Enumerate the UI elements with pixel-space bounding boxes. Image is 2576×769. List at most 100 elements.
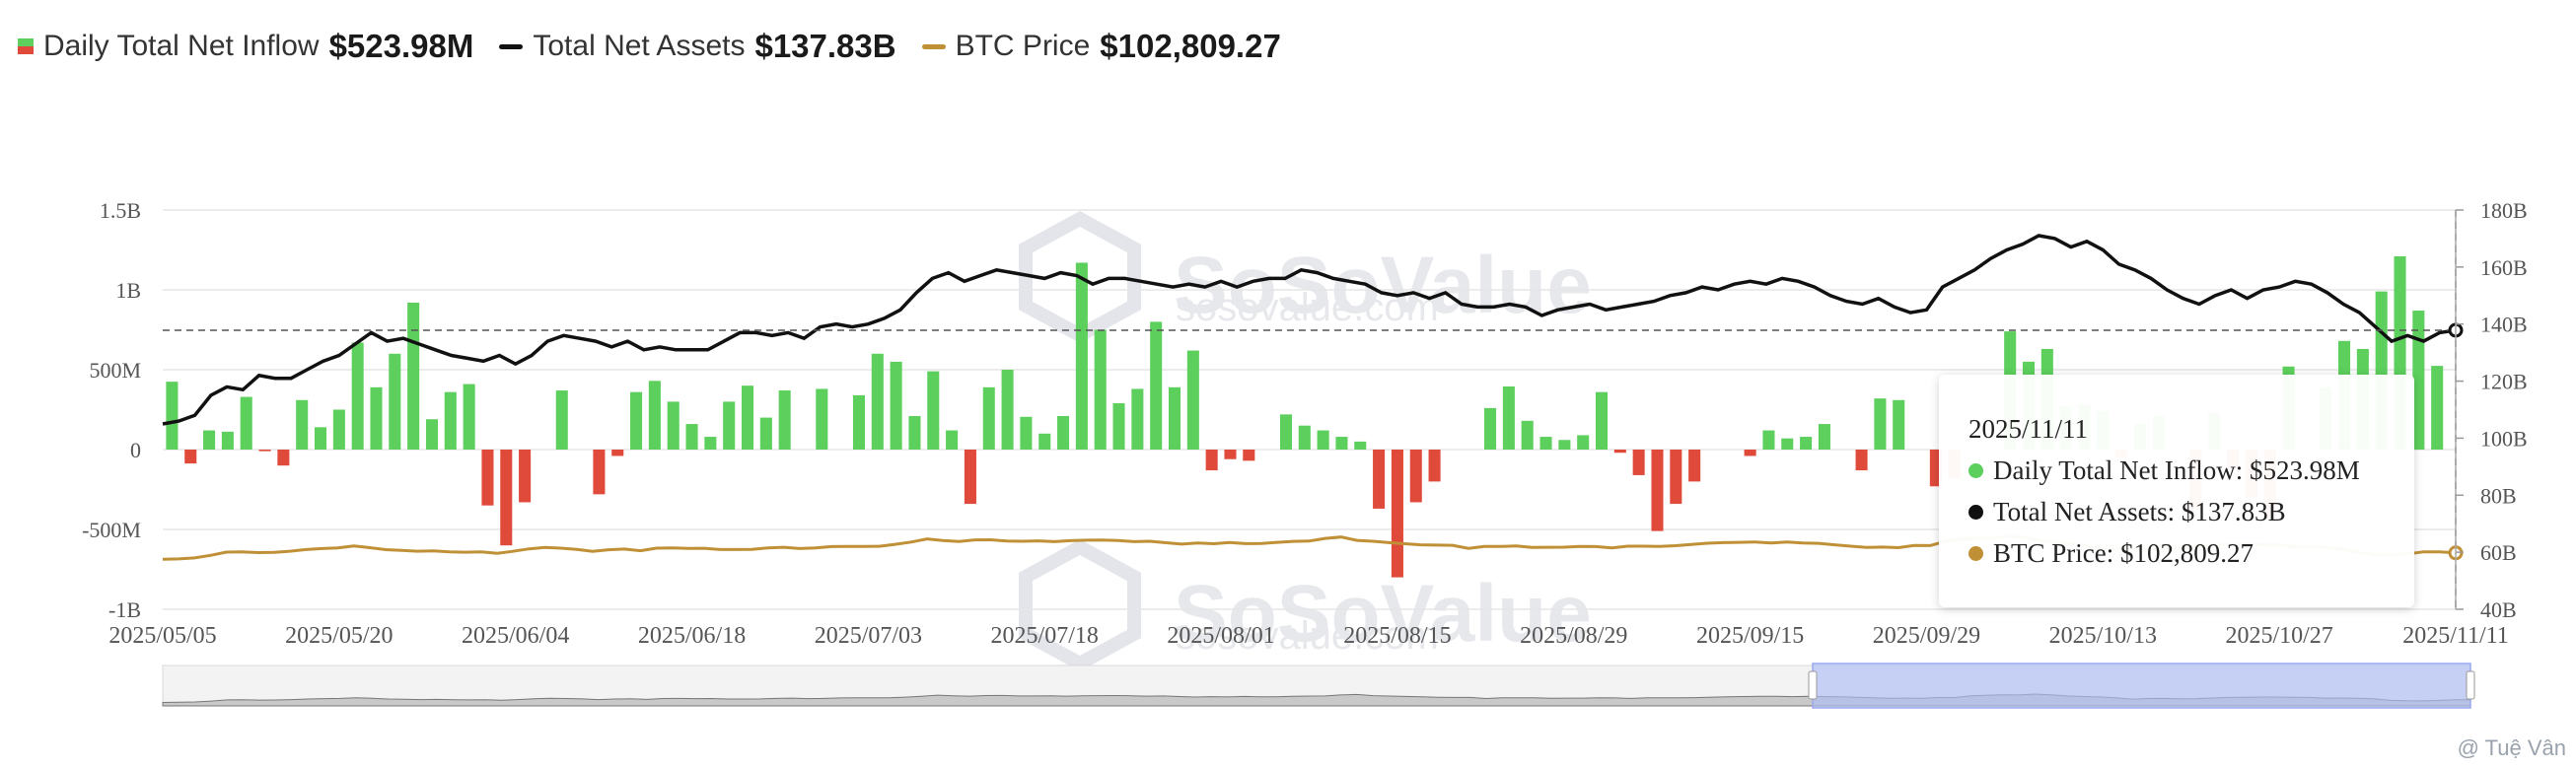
inflow-bar	[723, 401, 736, 450]
legend-label: Total Net Assets	[533, 30, 746, 62]
inflow-bar	[1893, 399, 1905, 450]
y-left-tick-label: 500M	[89, 358, 141, 383]
legend-item-btc-price[interactable]: BTC Price $102,809.27	[921, 28, 1281, 65]
inflow-bar	[1224, 450, 1237, 459]
inflow-bar	[1205, 450, 1218, 471]
navigator-handle-right[interactable]	[2466, 670, 2475, 700]
inflow-bar	[1818, 424, 1830, 450]
x-tick-label: 2025/08/15	[1343, 623, 1451, 649]
x-tick-label: 2025/05/20	[285, 623, 393, 649]
inflow-bar	[555, 390, 568, 450]
inflow-bar	[1558, 440, 1571, 450]
inflow-bar	[871, 353, 884, 450]
inflow-bar	[1131, 388, 1144, 450]
tooltip-dot-net-assets	[1968, 505, 1983, 520]
net-assets-line	[162, 234, 2457, 426]
inflow-bar	[964, 450, 976, 505]
inflow-bar	[685, 424, 698, 450]
inflow-bar	[1335, 437, 1348, 450]
inflow-bar	[1521, 420, 1534, 450]
sosovalue-watermark: SoSoValuesosovalue.comSoSoValuesosovalue…	[1019, 211, 1592, 671]
inflow-bar	[1744, 450, 1756, 456]
inflow-bar	[816, 388, 828, 450]
tooltip-text: Total Net Assets: $137.83B	[1993, 497, 2286, 526]
tooltip-row-btc: BTC Price: $102,809.27	[1968, 538, 2254, 569]
y-right-tick-label: 140B	[2480, 313, 2528, 337]
inflow-bar	[1354, 441, 1367, 450]
inflow-bar	[1502, 386, 1515, 450]
inflow-bar	[500, 450, 513, 546]
inflow-bar	[332, 409, 345, 450]
inflow-bar	[1057, 415, 1070, 450]
inflow-bar	[1243, 450, 1255, 461]
legend-swatch-net-assets	[499, 43, 524, 49]
x-tick-label: 2025/11/11	[2402, 623, 2509, 649]
y-left-tick-label: 1B	[115, 278, 141, 303]
inflow-bar	[890, 361, 902, 450]
inflow-bar	[296, 399, 309, 450]
range-navigator[interactable]	[162, 663, 2475, 709]
inflow-bar	[927, 371, 940, 450]
legend-item-daily-inflow[interactable]: Daily Total Net Inflow $523.98M	[18, 28, 473, 65]
inflow-bar	[203, 430, 216, 450]
inflow-bar	[593, 450, 606, 495]
inflow-bar	[1038, 433, 1051, 450]
inflow-bar	[1186, 350, 1199, 450]
inflow-bar	[982, 386, 995, 450]
credit-watermark: @ Tuệ Vân	[2457, 735, 2566, 760]
inflow-bar	[1428, 450, 1441, 482]
inflow-bar	[425, 419, 438, 450]
inflow-bar	[1613, 450, 1626, 454]
navigator-selection	[1812, 663, 2471, 709]
inflow-bar	[704, 437, 717, 450]
y-right-tick-label: 100B	[2480, 426, 2528, 451]
legend-label: BTC Price	[955, 30, 1091, 62]
inflow-bar	[370, 386, 383, 450]
y-right-tick-label: 80B	[2480, 483, 2517, 508]
legend-swatch-btc	[921, 43, 946, 49]
inflow-bar	[1075, 262, 1088, 450]
inflow-bar	[1651, 450, 1664, 531]
inflow-bar	[463, 384, 475, 450]
watermark-logo	[1019, 539, 1141, 671]
inflow-bar	[1929, 450, 1942, 487]
inflow-bar	[1168, 386, 1181, 450]
y-left-tick-label: 1.5B	[100, 198, 141, 223]
y-left-tick-label: -500M	[82, 518, 141, 542]
inflow-bar	[648, 381, 661, 450]
inflow-bar	[611, 450, 624, 456]
x-tick-label: 2025/09/15	[1696, 623, 1804, 649]
inflow-bar	[852, 394, 865, 450]
inflow-bar	[1539, 437, 1552, 450]
navigator-handle-left[interactable]	[1808, 670, 1818, 700]
inflow-bar	[1577, 435, 1590, 450]
x-tick-label: 2025/09/29	[1873, 623, 1980, 649]
tooltip-row-net-assets: Total Net Assets: $137.83B	[1968, 497, 2286, 527]
inflow-bar	[1762, 430, 1775, 450]
inflow-bar	[1800, 437, 1813, 450]
inflow-bar	[1020, 416, 1033, 450]
y-right-tick-label: 160B	[2480, 255, 2528, 280]
inflow-bar	[444, 391, 457, 450]
inflow-bar	[1317, 430, 1329, 450]
inflow-bar	[741, 385, 754, 450]
x-tick-label: 2025/06/04	[462, 623, 569, 649]
inflow-bar	[1595, 391, 1609, 450]
legend-value: $102,809.27	[1100, 28, 1281, 64]
tooltip-date: 2025/11/11	[1968, 414, 2088, 444]
inflow-bar	[1279, 414, 1292, 450]
legend-item-net-assets[interactable]: Total Net Assets $137.83B	[499, 28, 896, 65]
inflow-bar	[759, 417, 772, 450]
inflow-bar	[1112, 403, 1125, 450]
inflow-bar	[1094, 329, 1107, 450]
chart-tooltip: 2025/11/11 Daily Total Net Inflow: $523.…	[1939, 375, 2414, 607]
inflow-bar	[1670, 450, 1682, 505]
inflow-bar	[1781, 438, 1794, 450]
tooltip-dot-btc	[1968, 546, 1983, 561]
watermark-brand: SoSoValue	[1174, 569, 1592, 659]
tooltip-row-inflow: Daily Total Net Inflow: $523.98M	[1968, 455, 2360, 486]
x-tick-label: 2025/10/13	[2049, 623, 2157, 649]
inflow-bar	[240, 396, 252, 450]
y-right-tick-label: 120B	[2480, 370, 2528, 394]
tooltip-dot-inflow	[1968, 463, 1983, 478]
